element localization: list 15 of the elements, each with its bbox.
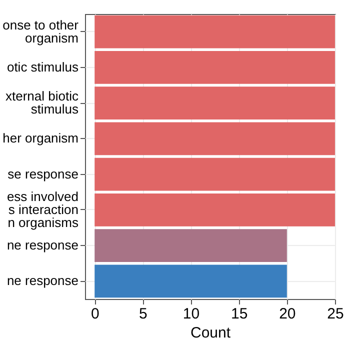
y-tick-label: xternal biotic stimulus — [6, 88, 79, 117]
y-tick-label: se response — [8, 166, 78, 182]
x-tick-label: 25 — [327, 306, 344, 322]
x-tick-label: 15 — [231, 306, 248, 322]
y-tick-label: her organism — [2, 130, 78, 146]
y-tick-label: ne response — [6, 238, 78, 253]
x-tick-label: 20 — [279, 306, 296, 322]
y-tick-label: onse to other organism — [2, 17, 80, 46]
y-tick-label: ne response — [6, 273, 78, 288]
x-tick-label: 0 — [90, 306, 100, 322]
y-tick-label: otic stimulus — [6, 59, 79, 74]
x-axis-title: Count — [190, 324, 232, 342]
x-tick-label: 5 — [139, 306, 148, 322]
y-tick-label: ess involved s interaction n organisms — [6, 188, 79, 230]
x-tick-label: 10 — [182, 306, 200, 322]
